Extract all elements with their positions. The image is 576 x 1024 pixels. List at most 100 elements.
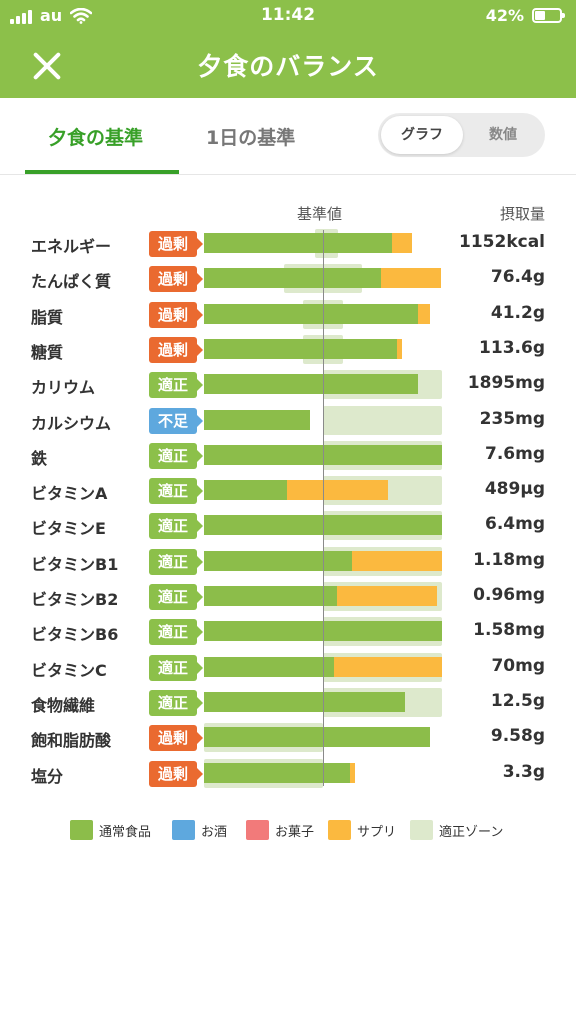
status-badge: 適正 — [149, 584, 203, 610]
standard-line — [323, 230, 324, 786]
nutrient-label: たんぱく質 — [31, 272, 112, 292]
nutrient-label: ビタミンE — [31, 519, 106, 539]
bar-supplement — [351, 550, 442, 571]
status-badge: 適正 — [149, 513, 203, 540]
status-left: au — [10, 6, 93, 25]
status-badge: 過剰 — [149, 725, 203, 752]
carrier-name: au — [40, 6, 63, 25]
bar-track — [204, 473, 442, 508]
nutrient-row: カリウム 適正 1895mg — [0, 367, 576, 402]
bar-track — [204, 579, 442, 614]
bar-track — [204, 367, 442, 402]
bar-track — [204, 226, 442, 261]
wifi-icon — [70, 7, 93, 24]
tab-active-indicator — [25, 170, 179, 174]
intake-value: 70mg — [491, 655, 545, 676]
bar-supplement — [350, 762, 356, 783]
nav-bar: 夕食のバランス — [0, 32, 576, 98]
bar-regular-food — [204, 303, 419, 324]
legend-item: お菓子 — [246, 820, 314, 840]
graph-toggle-button[interactable]: グラフ — [381, 116, 463, 154]
intake-value: 489μg — [484, 479, 545, 500]
nutrient-row: 鉄 適正 7.6mg — [0, 438, 576, 473]
nutrient-row: ビタミンE 適正 6.4mg — [0, 508, 576, 543]
status-badge: 適正 — [149, 654, 203, 681]
intake-value: 6.4mg — [485, 514, 545, 535]
bar-supplement — [333, 656, 442, 677]
legend-label: お菓子 — [275, 824, 315, 840]
bar-regular-food — [204, 550, 352, 571]
status-badge: 過剰 — [149, 231, 203, 257]
bar-track — [204, 332, 442, 367]
tab-daily-standard[interactable]: 1日の基準 — [206, 127, 296, 149]
nutrient-label: カリウム — [31, 378, 96, 398]
intake-value: 0.96mg — [473, 585, 545, 605]
value-toggle-button[interactable]: 数値 — [489, 127, 517, 143]
bar-regular-food — [204, 233, 393, 253]
nutrient-row: ビタミンB1 適正 1.18mg — [0, 544, 576, 579]
tab-dinner-standard[interactable]: 夕食の基準 — [48, 127, 144, 149]
nutrient-row: 飽和脂肪酸 過剰 9.58g — [0, 720, 576, 755]
intake-value: 1895mg — [467, 373, 545, 394]
status-badge: 適正 — [149, 548, 203, 575]
bar-track — [204, 403, 442, 438]
legend-item: サプリ — [328, 820, 396, 840]
signal-icon — [10, 8, 32, 24]
status-bar: au 11:42 42% — [0, 0, 576, 32]
intake-header: 摂取量 — [499, 205, 545, 223]
bar-regular-food — [204, 409, 310, 430]
bar-track — [204, 756, 442, 791]
intake-value: 12.5g — [490, 690, 545, 711]
bar-supplement — [396, 338, 402, 359]
bar-track — [204, 685, 442, 720]
tab-bar: 夕食の基準 1日の基準 グラフ 数値 — [0, 98, 576, 175]
status-badge: 適正 — [149, 619, 203, 646]
legend-swatch — [328, 820, 351, 840]
bar-regular-food — [204, 268, 382, 289]
bar-supplement — [287, 480, 389, 501]
bar-regular-food — [204, 691, 406, 712]
nutrient-label: ビタミンB1 — [31, 554, 119, 574]
nutrient-label: 飽和脂肪酸 — [31, 731, 112, 751]
legend-item: お酒 — [172, 820, 227, 840]
bar-track — [204, 261, 442, 296]
legend-item: 適正ゾーン — [410, 820, 503, 840]
nutrient-row: 塩分 過剰 3.3g — [0, 756, 576, 791]
bar-track — [204, 297, 442, 332]
bar-regular-food — [204, 338, 397, 359]
view-toggle: グラフ 数値 — [378, 113, 545, 157]
legend-swatch — [70, 820, 93, 840]
intake-value: 113.6g — [479, 337, 545, 358]
nutrient-label: ビタミンB6 — [31, 625, 119, 645]
intake-value: 7.6mg — [485, 443, 545, 464]
status-badge: 適正 — [149, 372, 203, 399]
legend-swatch — [172, 820, 195, 840]
status-badge: 過剰 — [149, 336, 203, 363]
bar-track — [204, 544, 442, 579]
intake-value: 1152kcal — [459, 232, 545, 252]
legend: 通常食品 お酒 お菓子 サプリ 適正ゾーン — [0, 820, 576, 842]
nutrient-label: ビタミンB2 — [31, 590, 119, 609]
bar-regular-food — [204, 480, 288, 501]
legend-item: 通常食品 — [70, 820, 151, 840]
bar-regular-food — [204, 727, 431, 748]
intake-value: 76.4g — [490, 267, 545, 288]
legend-label: お酒 — [201, 824, 228, 840]
intake-value: 3.3g — [502, 761, 545, 782]
nutrient-label: 塩分 — [31, 766, 64, 786]
bar-track — [204, 720, 442, 755]
intake-value: 9.58g — [490, 726, 545, 747]
nutrient-row: たんぱく質 過剰 76.4g — [0, 261, 576, 296]
legend-swatch — [246, 820, 269, 840]
legend-label: サプリ — [357, 824, 397, 840]
bar-regular-food — [204, 374, 419, 395]
status-badge: 適正 — [149, 442, 203, 469]
nutrient-label: 鉄 — [31, 448, 48, 468]
nutrient-label: エネルギー — [31, 237, 112, 256]
status-badge: 適正 — [149, 478, 203, 505]
legend-label: 通常食品 — [99, 824, 152, 840]
battery-percent: 42% — [485, 6, 524, 25]
bar-track — [204, 438, 442, 473]
nutrient-row: 食物繊維 適正 12.5g — [0, 685, 576, 720]
bar-regular-food — [204, 586, 338, 606]
